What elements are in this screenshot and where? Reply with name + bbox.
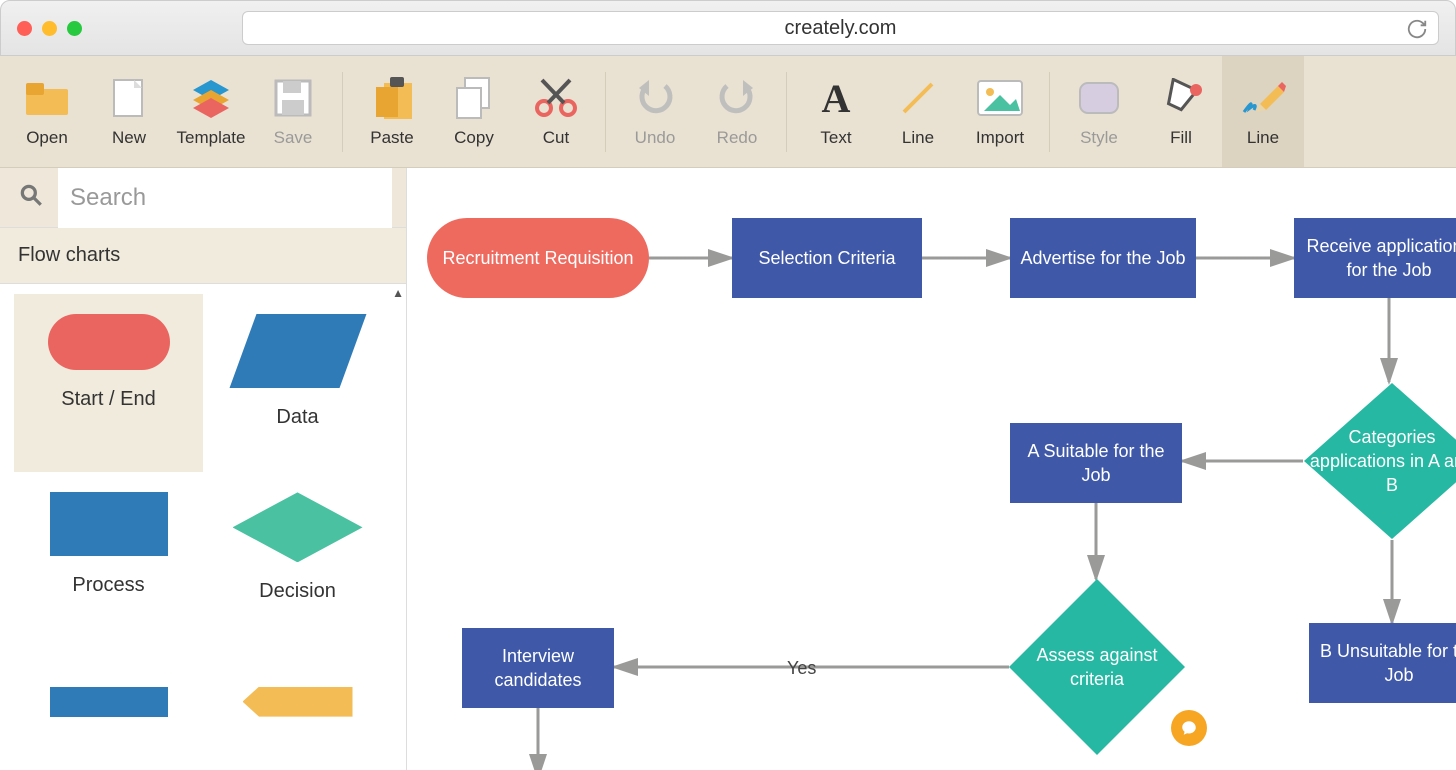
node-n1[interactable]: Recruitment Requisition <box>427 218 649 298</box>
shape-label: Data <box>276 406 318 429</box>
chat-fab[interactable] <box>1171 710 1207 746</box>
shape-label: Process <box>72 574 144 597</box>
close-window-icon[interactable] <box>17 21 32 36</box>
style-button: Style <box>1058 56 1140 167</box>
toolbar-label: Open <box>26 128 68 148</box>
redo-icon <box>717 76 757 120</box>
diagram-canvas[interactable]: Recruitment Requisition Selection Criteri… <box>407 168 1456 770</box>
toolbar-label: Line <box>902 128 934 148</box>
toolbar-label: Cut <box>543 128 569 148</box>
shape-category-header[interactable]: Flow charts <box>0 228 406 284</box>
toolbar: Open New Template Save Paste Copy Cut Undo Redo A… <box>0 56 1456 168</box>
toolbar-label: Fill <box>1170 128 1192 148</box>
minimize-window-icon[interactable] <box>42 21 57 36</box>
undo-button: Undo <box>614 56 696 167</box>
import-button[interactable]: Import <box>959 56 1041 167</box>
folder-icon <box>24 76 70 120</box>
toolbar-label: Style <box>1080 128 1118 148</box>
node-n9[interactable]: B Unsuitable for the Job <box>1309 623 1456 703</box>
toolbar-label: New <box>112 128 146 148</box>
url-text: creately.com <box>785 17 897 40</box>
shape-terminator[interactable]: Start / End <box>14 294 203 472</box>
node-n7[interactable]: Assess against criteria <box>1009 579 1185 755</box>
edge-label: Yes <box>787 658 816 679</box>
pencil-icon <box>1240 76 1286 120</box>
reload-icon[interactable] <box>1406 18 1428 46</box>
window-traffic-lights <box>17 21 82 36</box>
linetool-button[interactable]: Line <box>1222 56 1304 167</box>
scissors-icon <box>534 76 578 120</box>
stack-icon <box>189 76 233 120</box>
toolbar-label: Undo <box>635 128 676 148</box>
shape-partial-2[interactable] <box>203 647 392 760</box>
node-n5[interactable]: Categories applications in A and B <box>1304 383 1456 539</box>
toolbar-label: Redo <box>717 128 758 148</box>
node-n2[interactable]: Selection Criteria <box>732 218 922 298</box>
shape-label: Decision <box>259 580 336 603</box>
node-n6[interactable]: A Suitable for the Job <box>1010 423 1182 503</box>
shape-decision[interactable]: Decision <box>203 472 392 646</box>
node-n3[interactable]: Advertise for the Job <box>1010 218 1196 298</box>
shape-partial[interactable] <box>14 647 203 760</box>
floppy-icon <box>273 76 313 120</box>
search-row <box>0 168 406 228</box>
toolbar-label: Line <box>1247 128 1279 148</box>
search-icon[interactable] <box>18 182 44 213</box>
node-n8[interactable]: Interview candidates <box>462 628 614 708</box>
copy-button[interactable]: Copy <box>433 56 515 167</box>
scroll-up-icon[interactable]: ▲ <box>392 286 404 300</box>
paste-button[interactable]: Paste <box>351 56 433 167</box>
toolbar-label: Save <box>274 128 313 148</box>
shape-data[interactable]: Data <box>203 294 392 472</box>
shape-panel: ▲ Start / End Data Process Decision <box>0 284 406 770</box>
workspace: Flow charts ▲ Start / End Data Process Deci… <box>0 168 1456 770</box>
svg-text:A: A <box>822 78 851 118</box>
shape-process[interactable]: Process <box>14 472 203 646</box>
style-icon <box>1076 76 1122 120</box>
browser-chrome: creately.com <box>0 0 1456 56</box>
undo-icon <box>635 76 675 120</box>
address-bar[interactable]: creately.com <box>242 11 1439 45</box>
copy-icon <box>453 76 495 120</box>
shapes-sidebar: Flow charts ▲ Start / End Data Process Deci… <box>0 168 407 770</box>
redo-button: Redo <box>696 56 778 167</box>
toolbar-label: Template <box>177 128 246 148</box>
image-icon <box>976 76 1024 120</box>
save-button: Save <box>252 56 334 167</box>
new-button[interactable]: New <box>88 56 170 167</box>
search-input[interactable] <box>58 168 392 228</box>
fill-button[interactable]: Fill <box>1140 56 1222 167</box>
cut-button[interactable]: Cut <box>515 56 597 167</box>
text-icon: A <box>816 76 856 120</box>
node-n4[interactable]: Receive applications for the Job <box>1294 218 1456 298</box>
toolbar-label: Text <box>820 128 851 148</box>
shape-label: Start / End <box>61 388 156 411</box>
toolbar-label: Import <box>976 128 1024 148</box>
file-icon <box>111 76 147 120</box>
clipboard-icon <box>370 76 414 120</box>
toolbar-label: Copy <box>454 128 494 148</box>
text-button[interactable]: A Text <box>795 56 877 167</box>
line-button[interactable]: Line <box>877 56 959 167</box>
toolbar-label: Paste <box>370 128 413 148</box>
maximize-window-icon[interactable] <box>67 21 82 36</box>
open-button[interactable]: Open <box>6 56 88 167</box>
bucket-icon <box>1160 76 1202 120</box>
line-icon <box>898 76 938 120</box>
template-button[interactable]: Template <box>170 56 252 167</box>
